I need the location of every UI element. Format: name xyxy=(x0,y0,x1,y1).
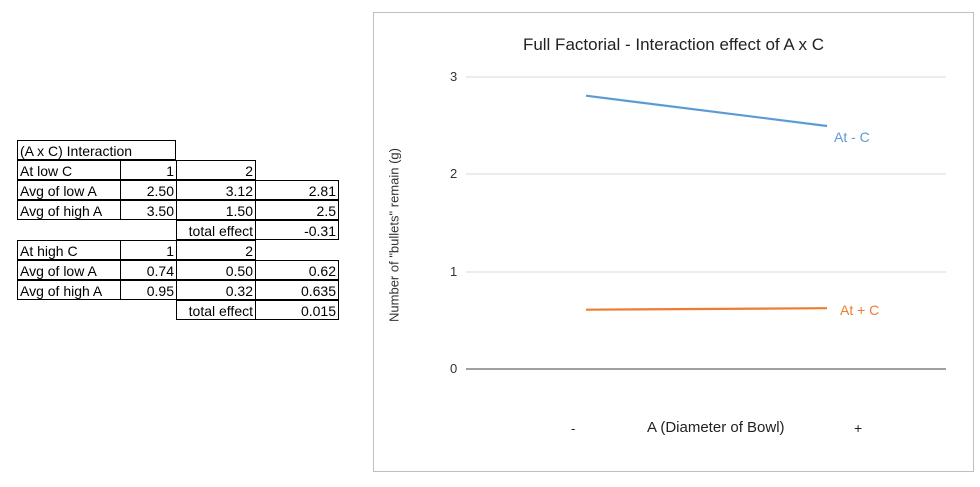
series-label-low-c: At - C xyxy=(834,129,870,145)
table-title: (A x C) Interaction xyxy=(17,140,176,160)
table-cell: Avg of high A xyxy=(17,200,121,220)
total-effect-label: total effect xyxy=(176,220,256,240)
table-cell: 0.74 xyxy=(120,260,177,280)
high-c-col1: 1 xyxy=(120,240,177,260)
y-tick: 1 xyxy=(450,264,458,279)
x-tick-plus: + xyxy=(854,420,863,436)
table-cell: 3.50 xyxy=(120,200,177,220)
total-effect-value: -0.31 xyxy=(255,220,339,240)
interaction-chart: Full Factorial - Interaction effect of A… xyxy=(373,12,974,472)
low-c-col2: 2 xyxy=(176,160,256,180)
gridlines xyxy=(466,76,946,370)
series-line-low-c xyxy=(585,94,828,128)
series-line-high-c xyxy=(585,307,828,311)
table-cell: Avg of low A xyxy=(17,180,121,200)
table-cell: Avg of high A xyxy=(17,280,121,300)
y-tick: 3 xyxy=(450,69,458,84)
table-cell: 0.95 xyxy=(120,280,177,300)
x-axis-label: A (Diameter of Bowl) xyxy=(647,419,785,436)
x-tick-minus: - xyxy=(571,421,576,436)
table-cell: 1.50 xyxy=(176,200,256,220)
high-c-col2: 2 xyxy=(176,240,256,260)
series-label-high-c: At + C xyxy=(840,302,880,318)
y-tick: 0 xyxy=(450,361,458,376)
total-effect-label: total effect xyxy=(176,300,256,320)
table-cell: 0.635 xyxy=(255,280,339,300)
y-tick: 2 xyxy=(450,166,458,181)
total-effect-value: 0.015 xyxy=(255,300,339,320)
low-c-header: At low C xyxy=(17,160,121,180)
high-c-header: At high C xyxy=(17,240,121,260)
table-cell: 0.62 xyxy=(255,260,339,280)
table-cell: Avg of low A xyxy=(17,260,121,280)
table-cell: 2.5 xyxy=(255,200,339,220)
chart-title: Full Factorial - Interaction effect of A… xyxy=(522,35,825,54)
table-cell: 3.12 xyxy=(176,180,256,200)
table-cell: 0.50 xyxy=(176,260,256,280)
low-c-col1: 1 xyxy=(120,160,177,180)
table-cell: 0.32 xyxy=(176,280,256,300)
table-cell: 2.81 xyxy=(255,180,339,200)
table-cell: 2.50 xyxy=(120,180,177,200)
plot-area xyxy=(466,76,946,370)
